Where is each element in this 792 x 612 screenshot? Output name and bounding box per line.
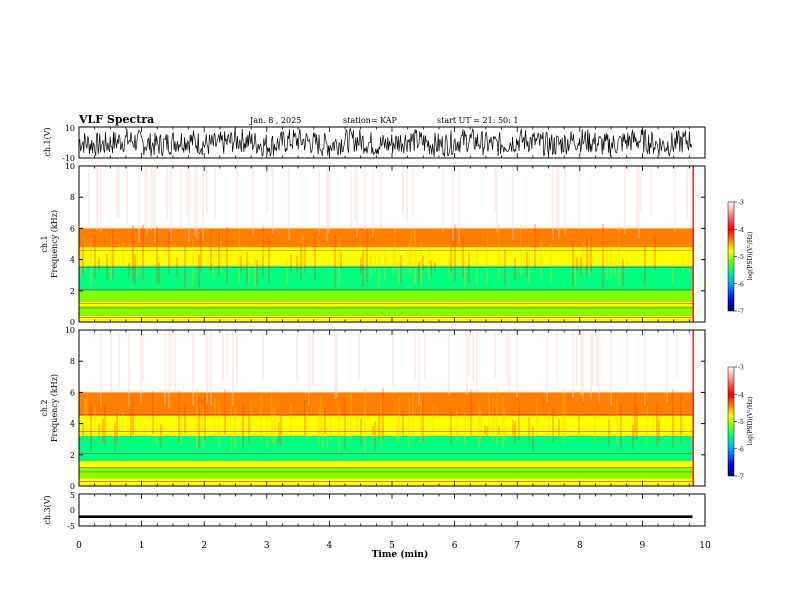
time-axis-label: Time (min)	[372, 549, 429, 560]
spectrogram-band	[79, 306, 693, 316]
spectrogram-band	[79, 290, 693, 302]
colorbar-tick-label: -4	[738, 227, 744, 234]
ch1-colorbar-ticks: -3 -4 -5 -6 -7	[734, 200, 744, 316]
time-tick-label: 7	[514, 541, 520, 551]
time-tick-label: 1	[139, 541, 145, 551]
time-tick-label: 10	[699, 541, 711, 551]
ch2-spectrogram-bands	[79, 330, 693, 486]
freq-tick-label: 6	[70, 224, 75, 233]
time-axis-labels: 0 1 2 3 4 5 6 7 8 9 10	[76, 541, 711, 551]
spectrogram-band	[79, 392, 693, 416]
time-tick-label: 3	[264, 541, 270, 551]
spectrogram-band	[79, 415, 693, 437]
freq-tick-label: 2	[70, 451, 75, 460]
ch2-spectrogram-striations	[79, 330, 693, 482]
chart-title: VLF Spectra	[78, 113, 154, 126]
ch1-ytick-top: 10	[65, 124, 75, 133]
time-tick-label: 9	[640, 541, 646, 551]
ch3-ytick-top: 5	[70, 491, 75, 500]
colorbar-tick-label: -5	[738, 419, 744, 426]
freq-tick-label: 8	[70, 357, 75, 366]
freq-tick-label: 4	[70, 256, 75, 265]
time-tick-label: 0	[76, 541, 82, 551]
ch1-waveform-line	[78, 127, 693, 157]
ch3-ytick-mid: 0	[70, 506, 75, 515]
colorbar-tick-label: -7	[738, 309, 744, 316]
spectrogram-band	[79, 478, 693, 486]
ch2-spectrogram-ylabel-top: ch.2	[40, 399, 49, 416]
time-tick-label: 8	[577, 541, 583, 551]
ch1-spectrogram-panel: 0 2 4 6 8 10 ch.1 Frequency (kHz)	[40, 162, 706, 327]
ch2-colorbar: -3 -4 -5 -6 -7 log(PSD)(V²/Hz)	[727, 365, 754, 481]
ch3-waveform-line	[79, 515, 693, 518]
colorbar-tick-label: -3	[738, 365, 744, 372]
date-label: Jan. 8 , 2025	[249, 116, 301, 125]
spectrogram-band	[79, 315, 693, 322]
ch2-colorbar-ticks: -3 -4 -5 -6 -7	[734, 365, 744, 481]
spectrogram-band	[79, 461, 693, 468]
freq-tick-label: 2	[70, 287, 75, 296]
ch1-freq-ticks: 0 2 4 6 8 10	[65, 162, 705, 327]
ch2-colorbar-gradient	[727, 366, 735, 477]
freq-tick-label: 10	[65, 162, 75, 171]
ch2-spectrogram-ylabel: Frequency (kHz)	[50, 374, 59, 442]
colorbar-tick-label: -6	[738, 446, 744, 453]
spectrogram-band	[79, 265, 693, 291]
colorbar-tick-label: -7	[738, 474, 744, 481]
ch1-ytick-bottom: -10	[62, 154, 75, 163]
time-tick-label: 4	[327, 541, 333, 551]
freq-tick-label: 8	[70, 193, 75, 202]
time-tick-label: 5	[389, 541, 395, 551]
colorbar-tick-label: -6	[738, 281, 744, 288]
freq-tick-label: 0	[70, 318, 75, 327]
start-time-label: start UT = 21: 50: 1	[437, 116, 518, 125]
ch3-ytick-bottom: -5	[67, 522, 75, 531]
ch1-spectrogram-ylabel: Frequency (kHz)	[50, 210, 59, 278]
time-tick-label: 2	[201, 541, 207, 551]
ch3-waveform-panel: 5 0 -5 ch.3(V)	[43, 491, 706, 531]
spectrogram-band	[79, 247, 693, 266]
ch1-colorbar: -3 -4 -5 -6 -7 log(PSD)(V²/Hz)	[727, 200, 754, 316]
ch2-freq-ticks: 0 2 4 6 8 10	[65, 326, 705, 491]
freq-tick-label: 0	[70, 482, 75, 491]
spectrogram-band	[79, 467, 693, 479]
spectrogram-band	[79, 330, 693, 393]
ch1-spectrogram-striations	[78, 166, 693, 318]
station-label: station= KAP	[343, 116, 398, 125]
freq-tick-label: 10	[65, 326, 75, 335]
time-axis-ticks	[78, 127, 706, 526]
freq-tick-label: 4	[70, 420, 75, 429]
freq-tick-label: 6	[70, 388, 75, 397]
spectrogram-band	[79, 301, 693, 307]
spectrogram-band	[79, 436, 693, 462]
ch1-waveform-ylabel: ch.1(V)	[43, 127, 52, 156]
spectrogram-band	[79, 228, 693, 248]
ch1-colorbar-gradient	[727, 201, 735, 312]
ch2-spectrogram-panel: 0 2 4 6 8 10 ch.2 Frequency (kHz)	[40, 326, 706, 491]
ch1-spectrogram-ylabel-top: ch.1	[40, 235, 49, 252]
ch2-colorbar-label: log(PSD)(V²/Hz)	[747, 397, 754, 446]
ch3-waveform-ylabel: ch.3(V)	[43, 495, 52, 524]
ch1-waveform-panel: 10 -10 ch.1(V)	[43, 124, 706, 163]
ch1-colorbar-label: log(PSD)(V²/Hz)	[747, 232, 754, 281]
colorbar-tick-label: -4	[738, 392, 744, 399]
colorbar-tick-label: -5	[738, 254, 744, 261]
colorbar-tick-label: -3	[738, 200, 744, 207]
time-tick-label: 6	[452, 541, 458, 551]
